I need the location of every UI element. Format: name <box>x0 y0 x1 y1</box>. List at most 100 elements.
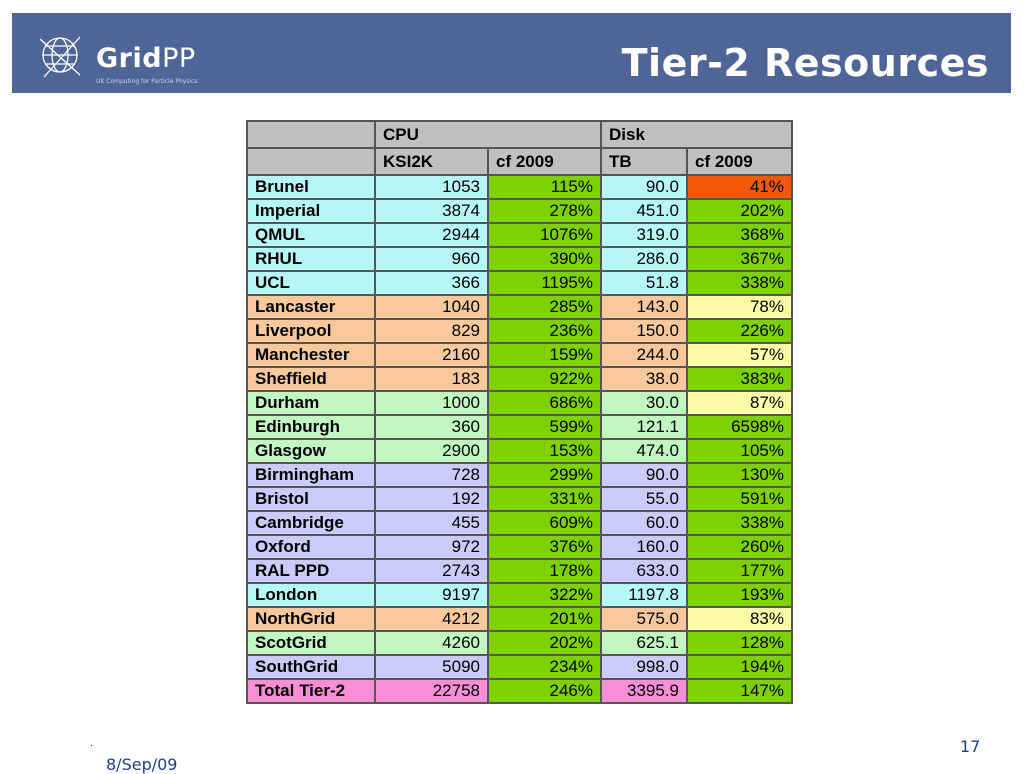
tb-cell: 90.0 <box>600 462 688 488</box>
column-header-row: KSI2K cf 2009 TB cf 2009 <box>246 147 793 176</box>
cpu-cf-cell: 115% <box>487 174 602 200</box>
table-row: Edinburgh 360 599% 121.1 6598% <box>246 414 793 440</box>
ksi2k-cell: 360 <box>374 414 489 440</box>
ksi2k-cell: 2743 <box>374 558 489 584</box>
site-name-cell: NorthGrid <box>246 606 376 632</box>
cpu-cf-cell: 236% <box>487 318 602 344</box>
disk-cf-cell: 591% <box>686 486 793 512</box>
tb-cell: 633.0 <box>600 558 688 584</box>
tb-cell: 55.0 <box>600 486 688 512</box>
table-row: Imperial 3874 278% 451.0 202% <box>246 198 793 224</box>
footer-dot: . <box>90 738 94 749</box>
table-row: Liverpool 829 236% 150.0 226% <box>246 318 793 344</box>
ksi2k-cell: 960 <box>374 246 489 272</box>
ksi2k-cell: 3874 <box>374 198 489 224</box>
table-row: Manchester 2160 159% 244.0 57% <box>246 342 793 368</box>
tb-cell: 625.1 <box>600 630 688 656</box>
site-name-cell: ScotGrid <box>246 630 376 656</box>
tb-cell: 1197.8 <box>600 582 688 608</box>
tb-cell: 319.0 <box>600 222 688 248</box>
tb-cell: 121.1 <box>600 414 688 440</box>
tb-cell: 575.0 <box>600 606 688 632</box>
cpu-cf-cell: 153% <box>487 438 602 464</box>
site-name-cell: RAL PPD <box>246 558 376 584</box>
table-row: Brunel 1053 115% 90.0 41% <box>246 174 793 200</box>
tb-cell: 286.0 <box>600 246 688 272</box>
table-row: London 9197 322% 1197.8 193% <box>246 582 793 608</box>
gridpp-logo: GridPP UK Computing for Particle Physics <box>38 33 238 93</box>
ksi2k-cell: 183 <box>374 366 489 392</box>
tb-cell: 51.8 <box>600 270 688 296</box>
ksi2k-cell: 4260 <box>374 630 489 656</box>
table-row: SouthGrid 5090 234% 998.0 194% <box>246 654 793 680</box>
globe-grid-icon <box>39 36 81 78</box>
ksi2k-cell: 4212 <box>374 606 489 632</box>
site-name-cell: Birmingham <box>246 462 376 488</box>
tb-cell: 160.0 <box>600 534 688 560</box>
table-row: UCL 366 1195% 51.8 338% <box>246 270 793 296</box>
site-name-cell: Imperial <box>246 198 376 224</box>
tb-cell: 244.0 <box>600 342 688 368</box>
cpu-cf-cell: 278% <box>487 198 602 224</box>
cpu-cf-cell: 1195% <box>487 270 602 296</box>
disk-cf-cell: 226% <box>686 318 793 344</box>
site-name-cell: London <box>246 582 376 608</box>
table-row: ScotGrid 4260 202% 625.1 128% <box>246 630 793 656</box>
table-row: Lancaster 1040 285% 143.0 78% <box>246 294 793 320</box>
page-number: 17 <box>960 737 981 756</box>
disk-cf-cell: 193% <box>686 582 793 608</box>
site-name-cell: Total Tier-2 <box>246 678 376 704</box>
cpu-cf-cell: 299% <box>487 462 602 488</box>
group-header-row: CPU Disk <box>246 120 793 149</box>
tb-cell: 3395.9 <box>600 678 688 704</box>
logo-tagline: UK Computing for Particle Physics <box>96 78 198 85</box>
disk-cf-cell: 338% <box>686 270 793 296</box>
cpu-cf-cell: 202% <box>487 630 602 656</box>
ksi2k-cell: 1040 <box>374 294 489 320</box>
tb-cell: 60.0 <box>600 510 688 536</box>
site-name-cell: Manchester <box>246 342 376 368</box>
cpu-cf-cell: 246% <box>487 678 602 704</box>
ksi2k-cell: 1000 <box>374 390 489 416</box>
logo-wordmark: GridPP <box>96 43 196 74</box>
ksi2k-cell: 829 <box>374 318 489 344</box>
site-name-cell: UCL <box>246 270 376 296</box>
table-row: RAL PPD 2743 178% 633.0 177% <box>246 558 793 584</box>
tb-cell: 998.0 <box>600 654 688 680</box>
tb-cell: 451.0 <box>600 198 688 224</box>
tb-cell: 143.0 <box>600 294 688 320</box>
tb-cell: 38.0 <box>600 366 688 392</box>
ksi2k-header: KSI2K <box>374 147 489 176</box>
site-name-cell: SouthGrid <box>246 654 376 680</box>
cpu-cf-header: cf 2009 <box>487 147 602 176</box>
cpu-cf-cell: 322% <box>487 582 602 608</box>
table-row: RHUL 960 390% 286.0 367% <box>246 246 793 272</box>
ksi2k-cell: 455 <box>374 510 489 536</box>
cpu-cf-cell: 390% <box>487 246 602 272</box>
disk-cf-cell: 338% <box>686 510 793 536</box>
cpu-cf-cell: 331% <box>487 486 602 512</box>
cpu-cf-cell: 686% <box>487 390 602 416</box>
cpu-cf-cell: 234% <box>487 654 602 680</box>
tb-cell: 90.0 <box>600 174 688 200</box>
tb-cell: 474.0 <box>600 438 688 464</box>
disk-cf-cell: 177% <box>686 558 793 584</box>
ksi2k-cell: 22758 <box>374 678 489 704</box>
slide-title: Tier-2 Resources <box>621 41 989 85</box>
ksi2k-cell: 5090 <box>374 654 489 680</box>
disk-cf-cell: 368% <box>686 222 793 248</box>
ksi2k-cell: 2944 <box>374 222 489 248</box>
table-row: Total Tier-2 22758 246% 3395.9 147% <box>246 678 793 704</box>
disk-cf-cell: 194% <box>686 654 793 680</box>
disk-cf-header: cf 2009 <box>686 147 793 176</box>
cpu-cf-cell: 376% <box>487 534 602 560</box>
cpu-cf-cell: 159% <box>487 342 602 368</box>
disk-cf-cell: 383% <box>686 366 793 392</box>
cpu-group-header: CPU <box>374 120 602 149</box>
disk-cf-cell: 57% <box>686 342 793 368</box>
ksi2k-cell: 192 <box>374 486 489 512</box>
disk-cf-cell: 128% <box>686 630 793 656</box>
table-row: NorthGrid 4212 201% 575.0 83% <box>246 606 793 632</box>
cpu-cf-cell: 1076% <box>487 222 602 248</box>
disk-cf-cell: 147% <box>686 678 793 704</box>
